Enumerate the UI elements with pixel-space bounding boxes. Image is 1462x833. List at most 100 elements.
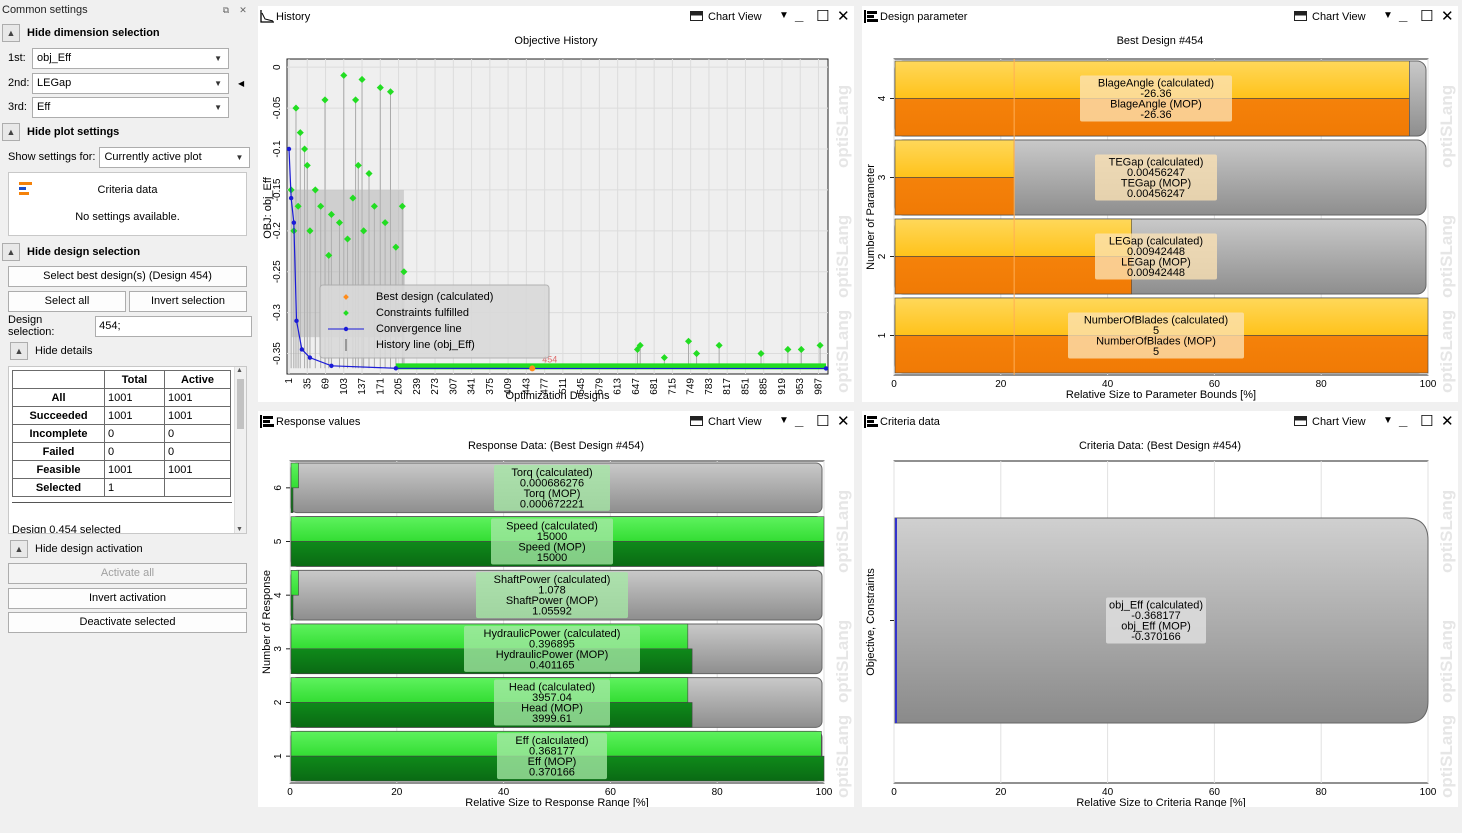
table-cell: 1001 <box>104 460 165 479</box>
float-panel-icon[interactable]: ⧉ <box>222 5 230 15</box>
x-tick-label: 100 <box>1420 379 1437 390</box>
criteria-settings-box: Criteria data No settings available. <box>8 172 247 236</box>
design-selection-input[interactable]: 454; <box>95 315 252 337</box>
history-chart-icon <box>260 10 274 23</box>
x-tick-label: 0 <box>891 379 897 390</box>
y-tick-label: -0.05 <box>272 96 283 119</box>
panel-titlebar: Criteria data Chart View ▼ _ ☐ ✕ <box>862 411 1458 433</box>
row-header: Incomplete <box>12 424 105 443</box>
design-parameter-chart[interactable]: Best Design #454 optiSLang optiSLang optiSL… <box>862 28 1458 402</box>
invert-activation-button[interactable]: Invert activation <box>8 588 247 609</box>
show-settings-select[interactable]: Currently active plot ▼ <box>99 146 251 168</box>
data-label: obj_Eff (MOP) <box>1121 621 1191 633</box>
chevron-down-icon[interactable]: ▼ <box>779 415 789 426</box>
x-tick-label: 443 <box>521 378 532 395</box>
plot-area <box>289 460 825 784</box>
details-scrollbar[interactable]: ▲ ▼ <box>234 367 246 533</box>
x-tick-label: 205 <box>394 378 405 395</box>
chevron-down-icon[interactable]: ▼ <box>779 10 789 21</box>
collapse-icon[interactable]: ▲ <box>2 243 20 261</box>
data-label-box <box>476 572 628 619</box>
objective-history-chart[interactable]: Objective History optiSLang optiSLang optiS… <box>258 28 854 402</box>
plot-section-header[interactable]: ▲ Hide plot settings <box>0 122 119 142</box>
data-label: 0.00456247 <box>1127 188 1185 200</box>
chart-view-label: Chart View <box>1312 416 1366 428</box>
feasible-point <box>321 96 329 104</box>
maximize-icon[interactable]: ☐ <box>1420 413 1434 430</box>
response-values-chart[interactable]: Response Data: (Best Design #454) optiSLa… <box>258 433 854 807</box>
collapse-icon[interactable]: ▲ <box>10 540 28 558</box>
data-label: LEGap (calculated) <box>1109 236 1203 248</box>
dimension-2nd-select[interactable]: LEGap ▼ <box>32 72 229 94</box>
chart-view-button[interactable]: Chart View <box>690 416 762 428</box>
legend-swatch <box>343 310 349 316</box>
minimize-icon[interactable]: _ <box>1399 7 1408 24</box>
minimize-icon[interactable]: _ <box>1399 412 1408 429</box>
column-header <box>12 370 105 389</box>
data-label: 15000 <box>537 552 568 564</box>
feasible-point <box>816 341 824 349</box>
table-row: Succeeded 1001 1001 <box>12 406 231 425</box>
dimension-1st-select[interactable]: obj_Eff ▼ <box>32 47 229 69</box>
data-label: 0.370166 <box>529 767 575 779</box>
best-design-point <box>529 365 536 372</box>
design-section-header[interactable]: ▲ Hide design selection <box>0 242 140 262</box>
data-label: Eff (MOP) <box>528 756 577 768</box>
bar-mop <box>290 594 294 621</box>
maximize-icon[interactable]: ☐ <box>816 8 830 25</box>
x-tick-label: 851 <box>740 378 751 395</box>
scroll-down-icon[interactable]: ▼ <box>236 526 243 533</box>
close-panel-icon[interactable]: ✕ <box>239 5 247 15</box>
x-tick-label: 80 <box>712 787 724 798</box>
details-section-header[interactable]: ▲ Hide details <box>8 341 92 361</box>
close-icon[interactable]: ✕ <box>837 8 850 25</box>
data-label: ShaftPower (calculated) <box>494 574 611 586</box>
x-tick-label: 647 <box>631 378 642 395</box>
data-label: Torq (calculated) <box>511 467 592 479</box>
chart-view-button[interactable]: Chart View <box>690 11 762 23</box>
deactivate-selected-button[interactable]: Deactivate selected <box>8 612 247 633</box>
data-label: 0.00942448 <box>1127 267 1185 279</box>
maximize-icon[interactable]: ☐ <box>1420 8 1434 25</box>
chart-view-button[interactable]: Chart View <box>1294 11 1366 23</box>
convergence-line <box>288 148 826 370</box>
y-tick-label: 2 <box>877 253 888 259</box>
feasible-point <box>365 170 373 178</box>
close-icon[interactable]: ✕ <box>1441 8 1454 25</box>
x-tick-label: 0 <box>287 787 293 798</box>
chart-view-button[interactable]: Chart View <box>1294 416 1366 428</box>
select-best-design-button[interactable]: Select best design(s) (Design 454) <box>8 266 247 287</box>
invert-selection-button[interactable]: Invert selection <box>129 291 247 312</box>
close-icon[interactable]: ✕ <box>1441 413 1454 430</box>
dimension-section-header[interactable]: ▲ Hide dimension selection <box>0 23 160 43</box>
chart-title: Response Data: (Best Design #454) <box>468 440 644 452</box>
bar-mop <box>290 487 294 513</box>
scroll-up-icon[interactable]: ▲ <box>236 367 243 374</box>
bar-chart-icon <box>864 415 878 428</box>
close-icon[interactable]: ✕ <box>837 413 850 430</box>
x-tick-label: 341 <box>467 378 478 395</box>
criteria-data-chart[interactable]: Criteria Data: (Best Design #454) optiSLa… <box>862 433 1458 807</box>
chevron-left-icon[interactable]: ◀ <box>238 78 245 88</box>
minimize-icon[interactable]: _ <box>795 412 804 429</box>
minimize-icon[interactable]: _ <box>795 7 804 24</box>
x-tick-label: 60 <box>1209 379 1221 390</box>
collapse-icon[interactable]: ▲ <box>2 24 20 42</box>
maximize-icon[interactable]: ☐ <box>816 413 830 430</box>
collapse-icon[interactable]: ▲ <box>10 342 28 360</box>
chevron-down-icon: ▼ <box>214 78 222 88</box>
activate-all-button[interactable]: Activate all <box>8 563 247 584</box>
activation-section-header[interactable]: ▲ Hide design activation <box>8 539 143 559</box>
select-all-button[interactable]: Select all <box>8 291 126 312</box>
data-label: Speed (MOP) <box>518 542 585 554</box>
scroll-thumb[interactable] <box>237 379 244 429</box>
x-tick-label: 103 <box>339 378 350 395</box>
watermark-text: optiSLang <box>833 620 852 703</box>
table-row: All 1001 1001 <box>12 388 231 407</box>
chevron-down-icon[interactable]: ▼ <box>1383 10 1393 21</box>
watermark-text: optiSLang <box>833 490 852 573</box>
feasible-point <box>376 84 384 92</box>
collapse-icon[interactable]: ▲ <box>2 123 20 141</box>
chevron-down-icon[interactable]: ▼ <box>1383 415 1393 426</box>
dimension-3rd-select[interactable]: Eff ▼ <box>32 96 229 118</box>
